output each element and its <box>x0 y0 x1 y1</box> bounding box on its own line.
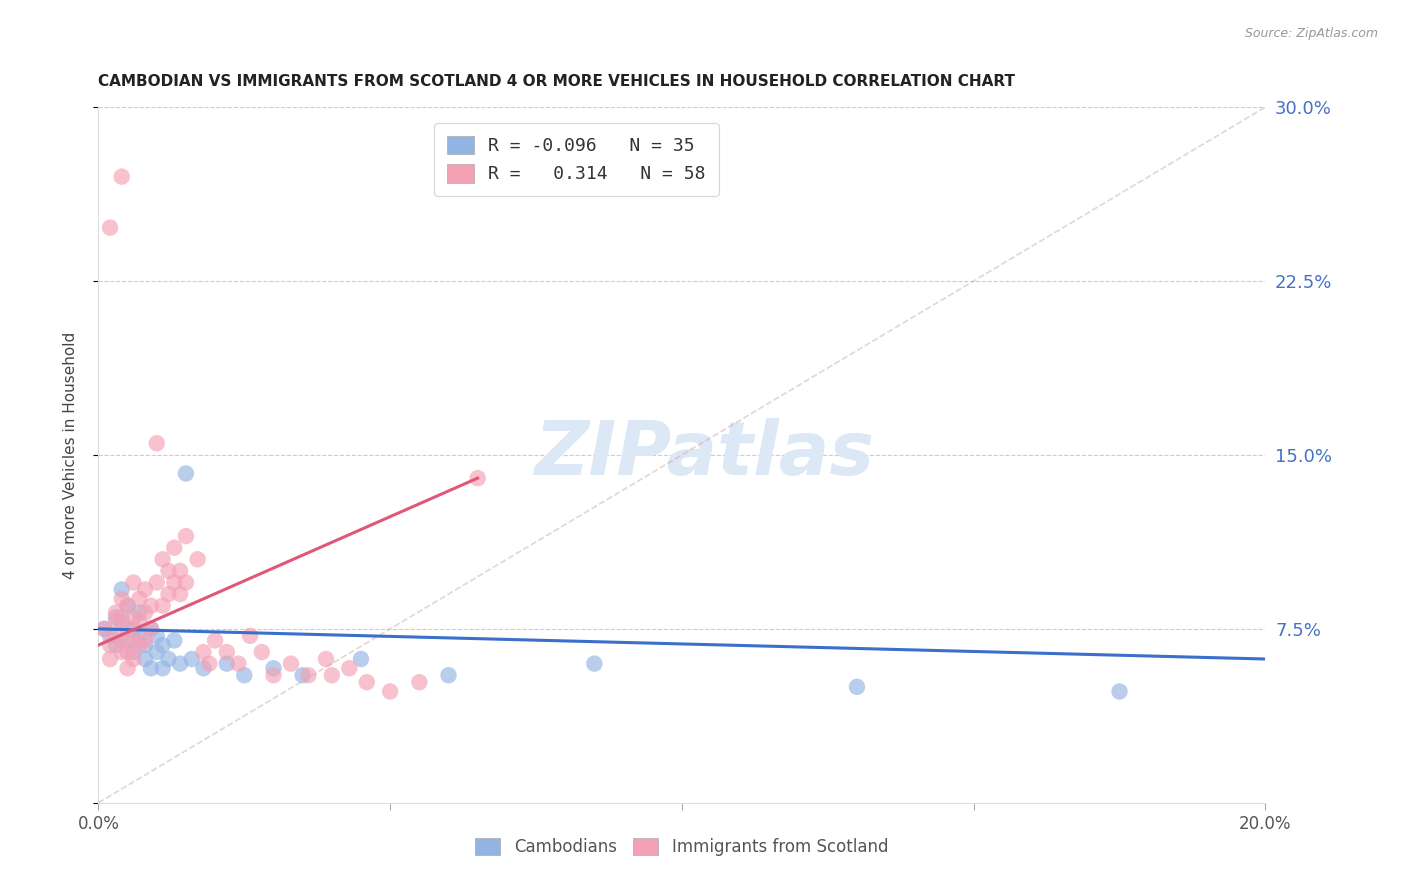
Point <box>250 645 273 659</box>
Point <box>193 645 215 659</box>
Point <box>111 645 134 659</box>
Point <box>134 582 156 597</box>
Point <box>163 633 186 648</box>
Point <box>134 652 156 666</box>
Point <box>128 629 150 643</box>
Point <box>262 661 284 675</box>
Y-axis label: 4 or more Vehicles in Household: 4 or more Vehicles in Household <box>63 331 77 579</box>
Point <box>111 633 134 648</box>
Point <box>122 622 145 636</box>
Point <box>280 657 302 671</box>
Point <box>169 657 191 671</box>
Point <box>321 668 343 682</box>
Point <box>122 645 145 659</box>
Point <box>152 599 174 613</box>
Point <box>111 610 134 624</box>
Point <box>98 629 121 643</box>
Point <box>380 684 402 698</box>
Point <box>174 529 197 543</box>
Text: CAMBODIAN VS IMMIGRANTS FROM SCOTLAND 4 OR MORE VEHICLES IN HOUSEHOLD CORRELATIO: CAMBODIAN VS IMMIGRANTS FROM SCOTLAND 4 … <box>98 74 1015 89</box>
Point <box>146 629 169 643</box>
Point <box>146 575 169 590</box>
Point <box>1108 684 1130 698</box>
Point <box>98 638 121 652</box>
Point <box>146 436 169 450</box>
Point <box>169 564 191 578</box>
Point <box>139 661 162 675</box>
Point <box>350 652 373 666</box>
Point <box>117 599 139 613</box>
Point <box>152 552 174 566</box>
Point <box>152 661 174 675</box>
Point <box>846 680 869 694</box>
Point <box>215 645 238 659</box>
Point <box>122 610 145 624</box>
Point <box>169 587 191 601</box>
Point <box>117 661 139 675</box>
Point <box>134 633 156 648</box>
Point <box>315 652 337 666</box>
Point <box>157 564 180 578</box>
Point <box>98 652 121 666</box>
Point <box>233 668 256 682</box>
Point <box>157 652 180 666</box>
Point <box>122 633 145 648</box>
Point <box>408 675 430 690</box>
Point <box>262 668 284 682</box>
Point <box>193 661 215 675</box>
Point <box>104 610 127 624</box>
Point <box>117 599 139 613</box>
Point <box>163 541 186 555</box>
Point <box>104 615 127 629</box>
Point <box>111 591 134 606</box>
Point <box>180 652 202 666</box>
Point <box>117 645 139 659</box>
Point <box>128 615 150 629</box>
Point <box>187 552 209 566</box>
Point <box>291 668 314 682</box>
Point <box>146 645 169 659</box>
Point <box>93 622 115 636</box>
Point <box>204 633 226 648</box>
Point <box>122 575 145 590</box>
Point <box>93 622 115 636</box>
Legend: Cambodians, Immigrants from Scotland: Cambodians, Immigrants from Scotland <box>467 830 897 864</box>
Point <box>117 633 139 648</box>
Point <box>111 615 134 629</box>
Point <box>122 652 145 666</box>
Point <box>134 638 156 652</box>
Point <box>239 629 262 643</box>
Point <box>111 582 134 597</box>
Point <box>356 675 378 690</box>
Point <box>134 606 156 620</box>
Point <box>583 657 606 671</box>
Point <box>297 668 319 682</box>
Point <box>111 169 134 184</box>
Point <box>128 638 150 652</box>
Point <box>104 638 127 652</box>
Text: ZIPatlas: ZIPatlas <box>536 418 876 491</box>
Point <box>104 606 127 620</box>
Point <box>128 606 150 620</box>
Point <box>228 657 250 671</box>
Point <box>174 575 197 590</box>
Point <box>467 471 489 485</box>
Point <box>337 661 360 675</box>
Point <box>117 622 139 636</box>
Point <box>215 657 238 671</box>
Point <box>163 575 186 590</box>
Point <box>152 638 174 652</box>
Point <box>139 622 162 636</box>
Point <box>104 629 127 643</box>
Point <box>157 587 180 601</box>
Point <box>198 657 221 671</box>
Text: Source: ZipAtlas.com: Source: ZipAtlas.com <box>1244 27 1378 40</box>
Point <box>139 622 162 636</box>
Point <box>98 220 121 235</box>
Point <box>437 668 460 682</box>
Point <box>139 599 162 613</box>
Point <box>174 467 197 481</box>
Point <box>128 591 150 606</box>
